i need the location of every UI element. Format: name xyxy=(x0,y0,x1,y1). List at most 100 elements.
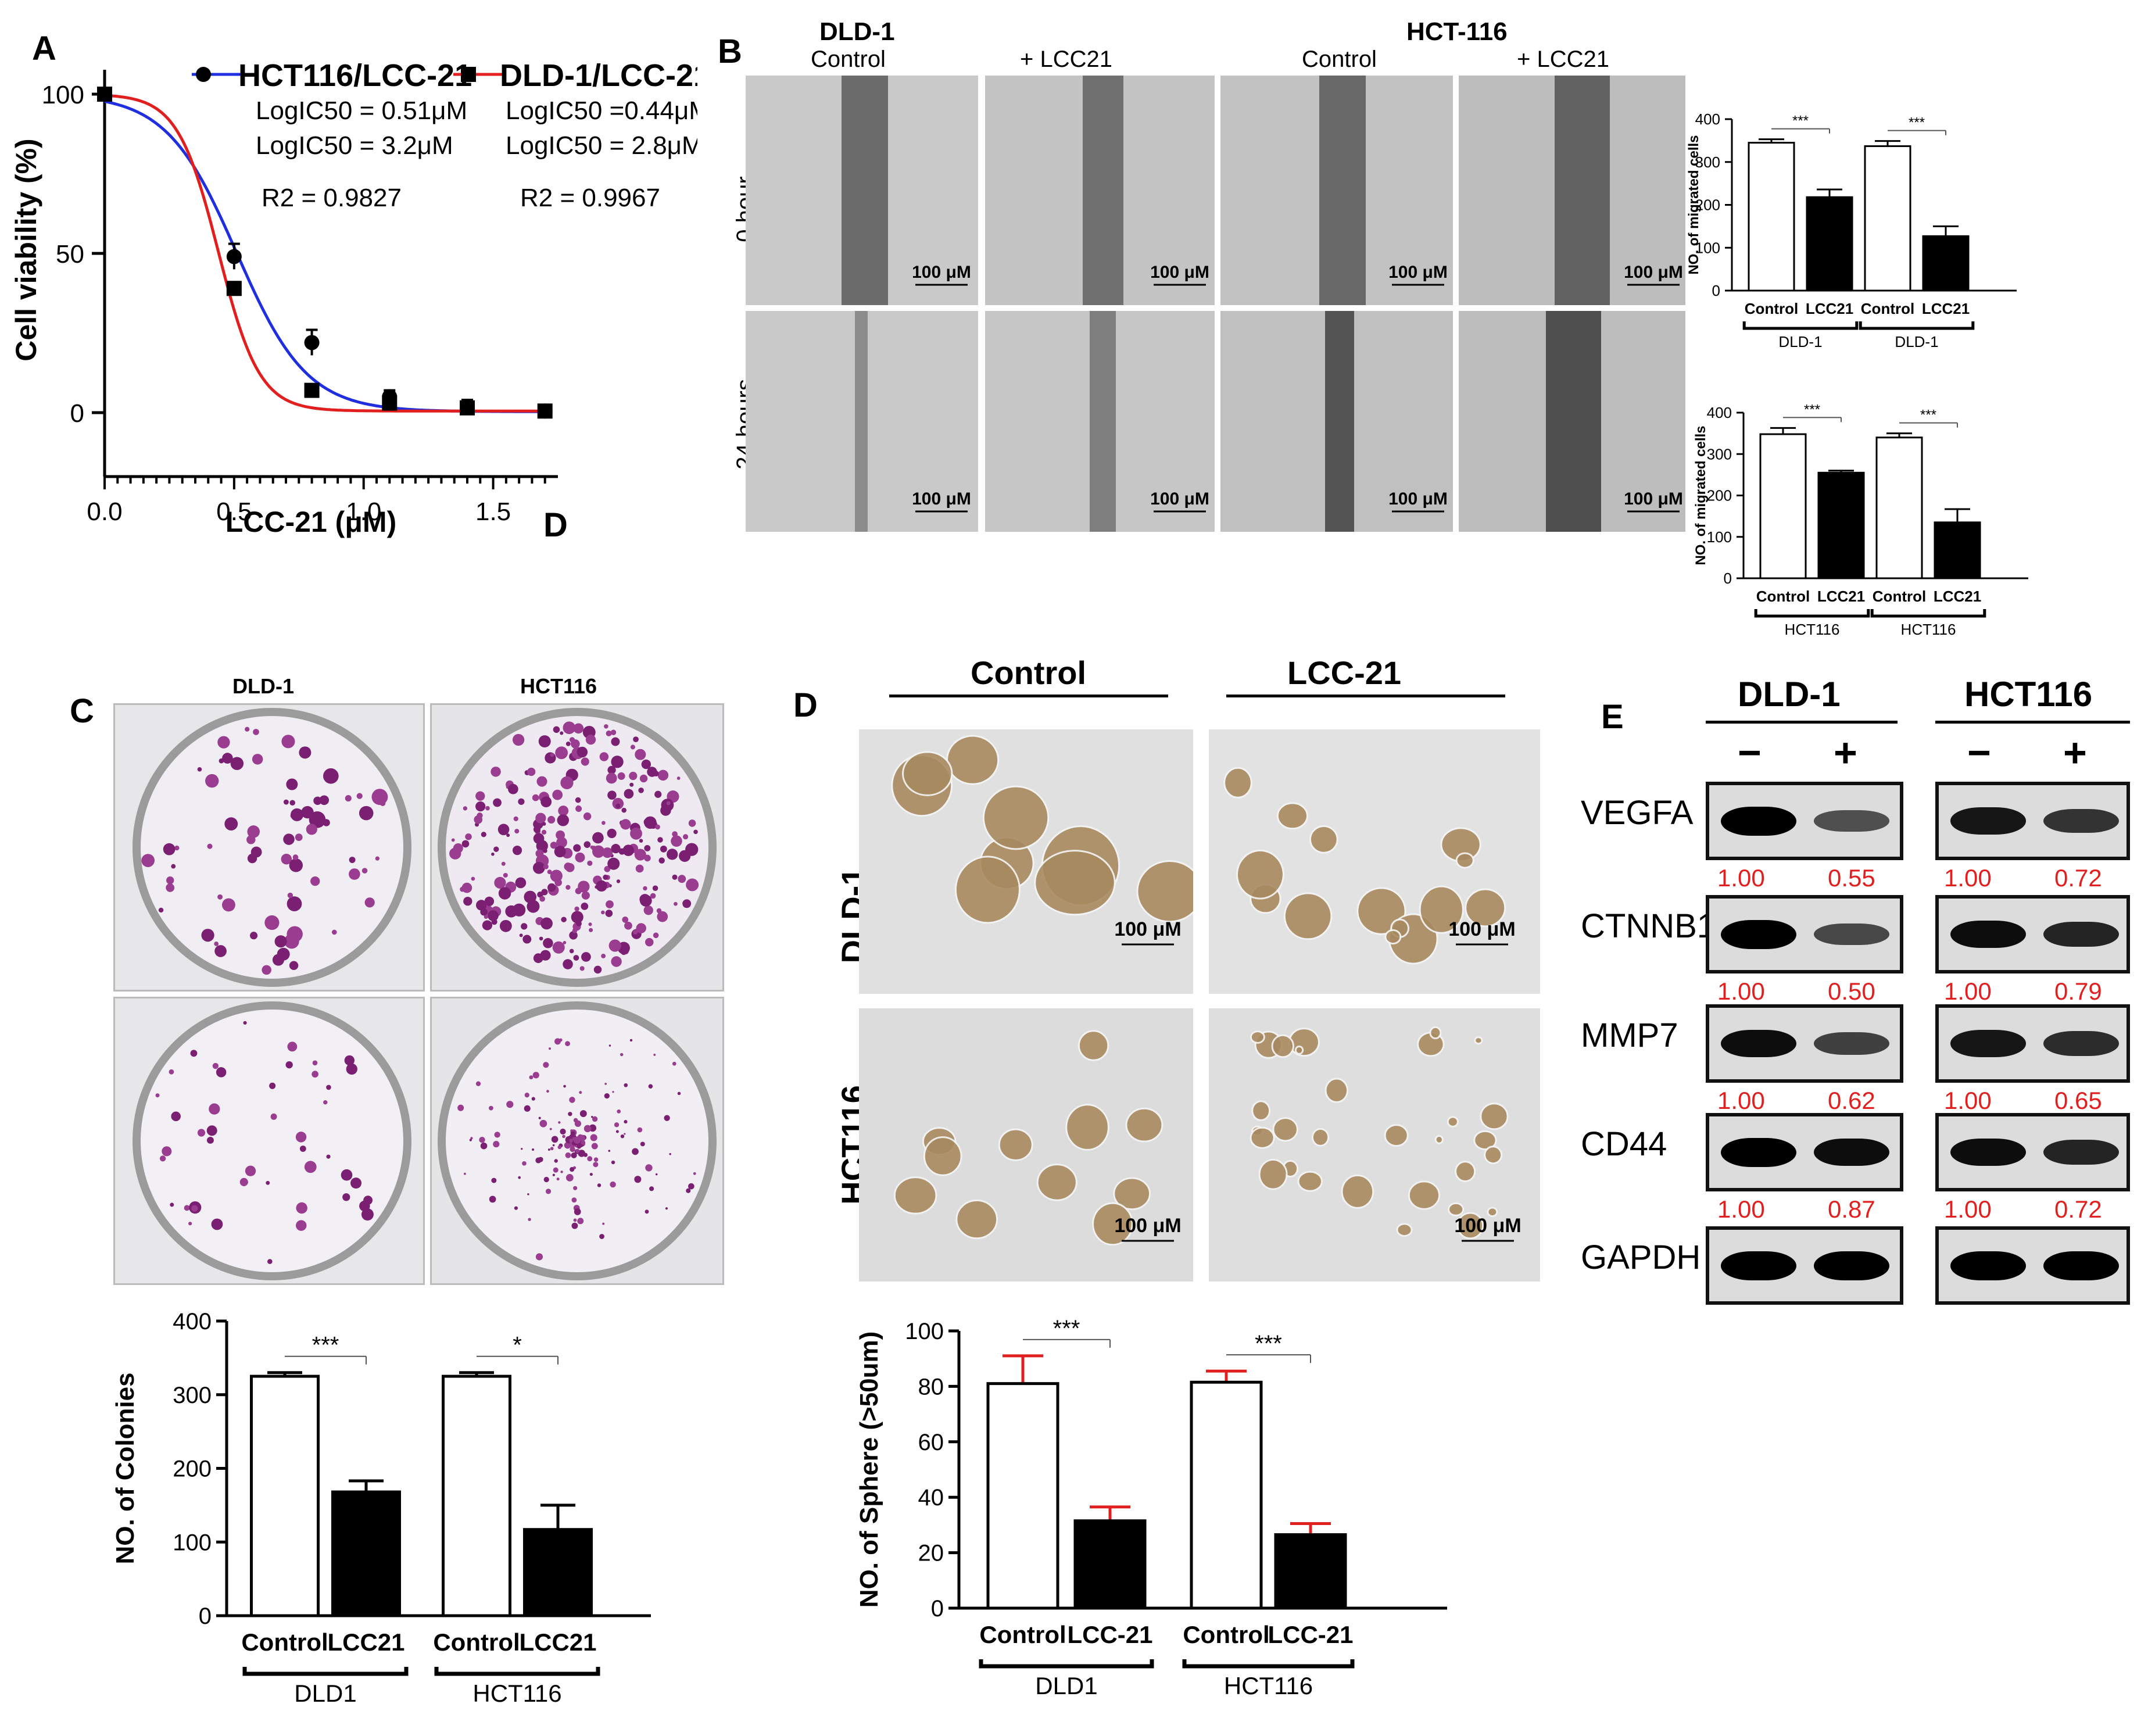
colony xyxy=(652,885,658,892)
wb-ratio: 0.87 xyxy=(1828,1195,1875,1223)
colony xyxy=(217,736,230,749)
colony xyxy=(604,724,608,729)
colony xyxy=(521,1148,523,1150)
colony xyxy=(470,1137,473,1140)
scale-label: 100 μM xyxy=(1448,918,1515,940)
bar-1 xyxy=(1073,1519,1147,1610)
sphere xyxy=(1456,1212,1484,1240)
colony xyxy=(679,850,691,862)
panel-letter-d: D xyxy=(793,686,818,724)
colony xyxy=(266,1180,270,1185)
sphere xyxy=(1480,1103,1509,1130)
sphere xyxy=(1396,1223,1413,1237)
bar-ytick-label: 100 xyxy=(173,1530,212,1555)
colony xyxy=(497,824,510,836)
colony xyxy=(583,1152,588,1157)
colony-plate-hct116-control xyxy=(430,703,724,992)
bar-category-label: Control xyxy=(1756,588,1810,605)
colony xyxy=(521,923,528,930)
colony xyxy=(643,886,647,891)
colony xyxy=(590,845,594,849)
bar-category-label: LCC21 xyxy=(519,1628,596,1656)
colony xyxy=(565,1174,574,1182)
colony xyxy=(205,774,219,788)
bar-3 xyxy=(523,1528,593,1617)
colony xyxy=(463,806,468,811)
hct-stat1: LogIC50 = 0.51μM xyxy=(256,96,467,125)
sphere xyxy=(1341,1174,1374,1209)
wb-ratio: 0.50 xyxy=(1828,978,1875,1005)
colony xyxy=(457,1104,464,1111)
sphere xyxy=(1484,1146,1503,1165)
colony xyxy=(635,749,646,760)
colony xyxy=(653,771,659,777)
group-bracket xyxy=(1870,609,1986,618)
colony xyxy=(616,879,621,883)
sphere-tile-dld1-control xyxy=(859,729,1193,994)
colony xyxy=(552,789,563,800)
colony-header-hct116: HCT116 xyxy=(520,674,597,698)
sphere xyxy=(1271,1034,1295,1058)
colony xyxy=(341,1169,353,1181)
colony xyxy=(657,837,663,843)
mig-tile-dld1-ctrl-24h xyxy=(746,311,978,532)
colony xyxy=(676,776,681,780)
colony xyxy=(592,1116,598,1122)
bar-ytick-label: 100 xyxy=(1695,239,1720,256)
colony xyxy=(624,1120,628,1124)
colony xyxy=(635,864,644,873)
colony xyxy=(624,789,634,799)
wb-band xyxy=(1950,920,2026,948)
colony xyxy=(529,1075,534,1080)
wb-box xyxy=(1706,782,1903,860)
wb-ratio: 0.55 xyxy=(1828,864,1875,892)
sphere xyxy=(1092,1202,1133,1246)
group-label: DLD-1 xyxy=(1895,333,1938,350)
scale-label: 100 μM xyxy=(1388,263,1448,282)
dld-r2: R2 = 0.9967 xyxy=(520,184,660,212)
colony xyxy=(563,721,576,735)
colony xyxy=(574,1120,582,1127)
wb-box xyxy=(1706,895,1903,973)
colony xyxy=(611,756,624,768)
colony xyxy=(657,911,668,922)
sphere xyxy=(1297,1171,1323,1192)
bar-ytick-label: 80 xyxy=(918,1374,944,1399)
colony xyxy=(669,1153,671,1155)
a-xtick-label: 1.5 xyxy=(475,497,511,526)
colony xyxy=(519,933,523,937)
sphere-bar-chart: 0 20 40 60 80 100 NO. of Sphere (>50um) Control… xyxy=(855,1316,1447,1699)
colony xyxy=(612,1091,614,1093)
colony xyxy=(620,1134,625,1139)
colony xyxy=(538,1116,541,1119)
colony xyxy=(506,1101,514,1108)
colony xyxy=(579,1091,582,1094)
sphere xyxy=(1251,1100,1271,1121)
bar-ylabel: NO. of migrated cells xyxy=(1693,425,1709,565)
mig-col-header-3: Control xyxy=(1302,46,1377,72)
colony xyxy=(570,1146,575,1150)
bar-category-label: Control xyxy=(1873,588,1926,605)
bar-ytick-label: 300 xyxy=(1695,153,1720,171)
colony xyxy=(577,1144,581,1149)
colony xyxy=(581,757,589,766)
colony xyxy=(171,864,176,869)
wb-ratio: 1.00 xyxy=(1717,864,1765,892)
group-bracket xyxy=(1182,1659,1355,1669)
colony xyxy=(281,735,295,749)
scale-label: 100 μM xyxy=(912,489,971,509)
colony xyxy=(556,837,567,848)
colony xyxy=(583,841,591,848)
colony xyxy=(252,754,263,765)
mig-tile-hct-lcc-0h xyxy=(1459,76,1685,305)
colony xyxy=(162,1146,172,1157)
colony xyxy=(569,1097,575,1103)
colony xyxy=(304,1161,317,1173)
scale-label: 100 μM xyxy=(1388,489,1448,509)
scale-label: 100 μM xyxy=(1150,489,1209,509)
colony xyxy=(581,891,590,900)
colony xyxy=(672,1061,676,1066)
a-xtick-label: 0.5 xyxy=(216,497,252,526)
sphere xyxy=(1419,885,1464,934)
